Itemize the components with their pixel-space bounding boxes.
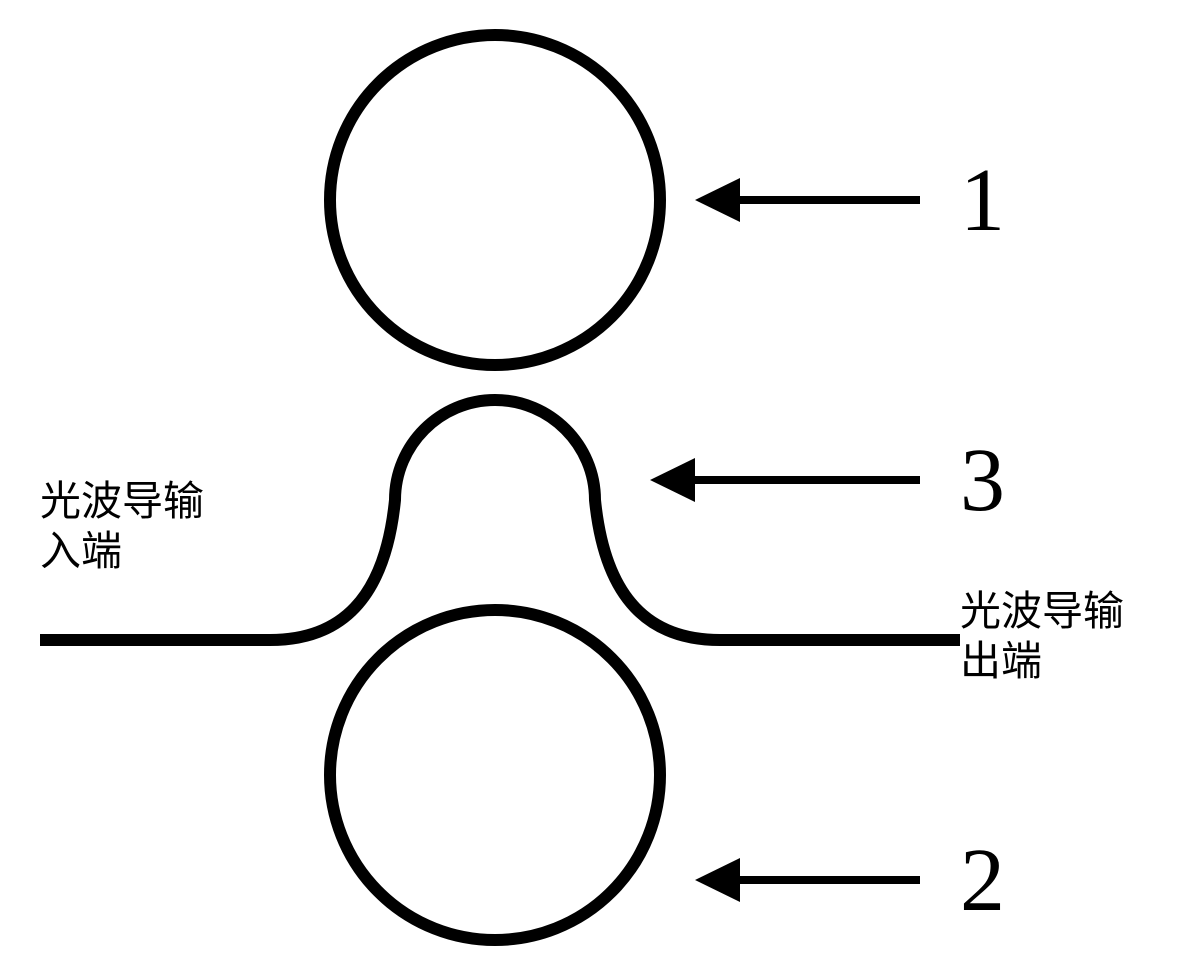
callout-number-2: 2: [960, 831, 1005, 930]
leader-arrow-1: [695, 178, 920, 222]
callout-number-1: 1: [960, 151, 1005, 250]
input-label-line1: 光波导输: [40, 478, 204, 524]
output-label-line1: 光波导输: [960, 588, 1124, 634]
leader-arrow-2: [695, 858, 920, 902]
ring-resonator-1: [330, 35, 660, 365]
output-label-line2: 出端: [960, 638, 1042, 684]
input-label-line2: 入端: [40, 528, 122, 574]
callout-number-3: 3: [960, 431, 1005, 530]
ring-resonator-2: [330, 610, 660, 940]
leader-arrow-3: [650, 458, 920, 502]
